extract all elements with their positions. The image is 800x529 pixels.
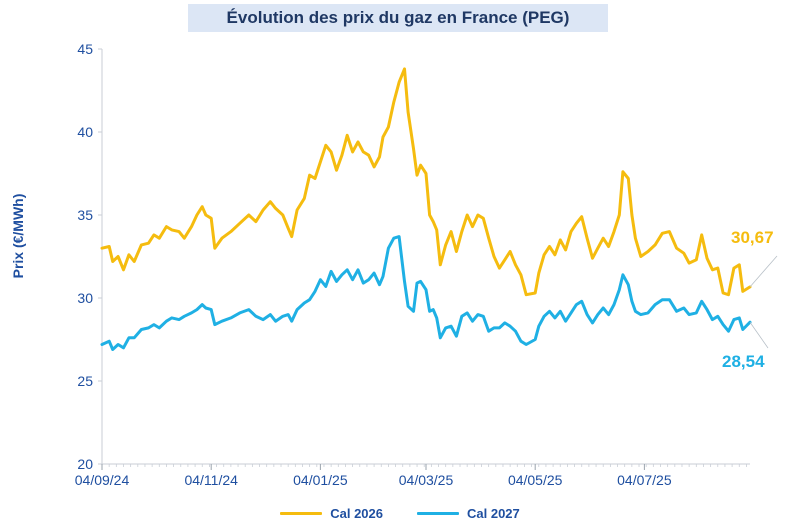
leader-line-cal-2027	[749, 322, 769, 349]
x-tick-label: 04/07/25	[617, 472, 672, 488]
chart-title-box: Évolution des prix du gaz en France (PEG…	[188, 4, 608, 32]
legend-label-cal-2026: Cal 2026	[330, 506, 383, 521]
y-tick-label: 35	[77, 207, 93, 223]
chart-title: Évolution des prix du gaz en France (PEG…	[226, 8, 570, 27]
series-lines	[100, 67, 752, 351]
x-tick-label: 04/09/24	[75, 472, 130, 488]
cal-2027-last-value: 28,54	[722, 352, 765, 371]
series-line-cal-2027	[100, 235, 752, 351]
y-tick-label: 45	[77, 41, 93, 57]
y-tick-label: 30	[77, 290, 93, 306]
end-value-leaders	[749, 255, 778, 349]
x-tick-label: 04/11/24	[184, 472, 238, 488]
y-axis: 20 25 30 35 40 45	[77, 41, 103, 472]
leader-line-cal-2026	[749, 255, 778, 288]
cal-2026-last-value: 30,67	[731, 228, 774, 247]
legend: Cal 2026 Cal 2027	[0, 506, 800, 521]
y-tick-label: 20	[77, 456, 93, 472]
legend-swatch-cal-2026	[280, 512, 323, 515]
y-tick-label: 40	[77, 124, 93, 140]
legend-item-cal-2026: Cal 2026	[280, 506, 383, 521]
x-tick-label: 04/05/25	[508, 472, 563, 488]
x-axis: 04/09/24 04/11/24 04/01/25 04/03/25 04/05/25…	[75, 463, 750, 488]
y-axis-label: Prix (€/MWh)	[10, 193, 26, 279]
y-tick-label: 25	[77, 373, 93, 389]
x-tick-label: 04/01/25	[293, 472, 348, 488]
series-line-cal-2026	[100, 67, 752, 297]
x-tick-label: 04/03/25	[399, 472, 454, 488]
legend-swatch-cal-2027	[417, 512, 459, 515]
legend-item-cal-2027: Cal 2027	[417, 506, 520, 521]
legend-label-cal-2027: Cal 2027	[467, 506, 520, 521]
